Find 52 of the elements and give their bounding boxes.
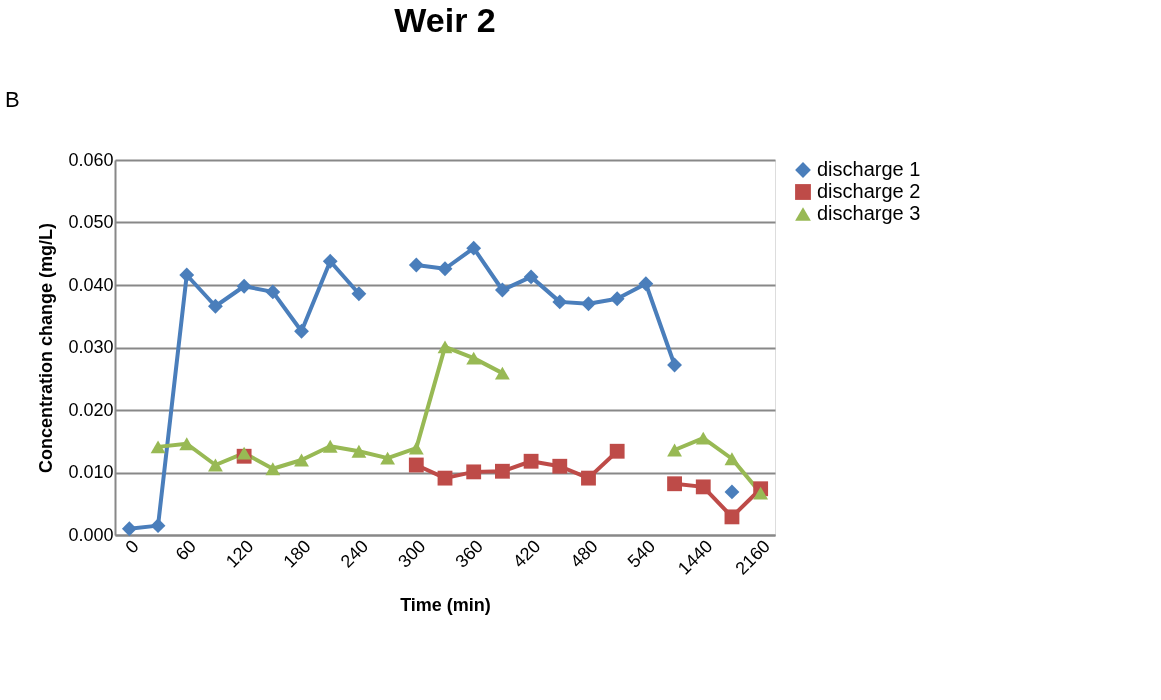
y-tick-label: 0.030 bbox=[68, 337, 114, 357]
point bbox=[351, 286, 367, 302]
point bbox=[380, 451, 396, 465]
point bbox=[179, 437, 195, 451]
legend-label: discharge 3 bbox=[817, 202, 921, 224]
point bbox=[236, 278, 252, 294]
legend-label: discharge 2 bbox=[817, 180, 921, 202]
y-axis-title: Concentration change (mg/L) bbox=[36, 222, 57, 474]
point bbox=[695, 479, 711, 495]
point bbox=[351, 444, 367, 458]
text: B bbox=[5, 87, 20, 112]
point bbox=[208, 458, 223, 472]
x-tick-label: 480 bbox=[566, 536, 602, 572]
point bbox=[724, 452, 740, 466]
point bbox=[179, 267, 195, 283]
point bbox=[294, 453, 309, 467]
x-tick-label: 120 bbox=[221, 536, 258, 572]
point bbox=[265, 462, 281, 476]
point bbox=[150, 518, 166, 534]
y-tick-label: 0.010 bbox=[68, 462, 114, 482]
point bbox=[667, 476, 682, 492]
x-tick-label: 240 bbox=[336, 536, 373, 572]
point bbox=[408, 441, 424, 455]
chart-title: Weir 2 bbox=[394, 1, 496, 39]
x-tick-label: 180 bbox=[279, 536, 315, 572]
x-tick-label: 300 bbox=[394, 536, 430, 572]
point bbox=[150, 440, 166, 454]
x-tick-label: 360 bbox=[451, 536, 487, 572]
point bbox=[753, 486, 769, 500]
point bbox=[667, 443, 682, 457]
x-axis-title: Time (min) bbox=[400, 594, 491, 615]
legend-label: discharge 1 bbox=[817, 158, 921, 180]
x-tick-label: 420 bbox=[508, 536, 545, 572]
y-tick-label: 0.050 bbox=[68, 212, 114, 232]
x-tick-label: 0 bbox=[121, 536, 143, 558]
point bbox=[236, 446, 252, 460]
point bbox=[208, 298, 223, 314]
point bbox=[265, 284, 281, 300]
y-tick-label: 0.000 bbox=[68, 524, 114, 545]
y-tick-label: 0.040 bbox=[68, 274, 114, 295]
point bbox=[294, 323, 309, 339]
point bbox=[121, 521, 137, 537]
y-tick-label: 0.020 bbox=[68, 399, 114, 420]
point bbox=[322, 439, 338, 453]
point bbox=[724, 484, 740, 500]
y-tick-label: 0.060 bbox=[68, 149, 114, 170]
point bbox=[322, 253, 338, 269]
x-tick-label: 60 bbox=[171, 536, 200, 565]
x-tick-label: 540 bbox=[623, 536, 660, 572]
point bbox=[695, 431, 711, 445]
point bbox=[494, 366, 510, 380]
point bbox=[724, 509, 740, 525]
